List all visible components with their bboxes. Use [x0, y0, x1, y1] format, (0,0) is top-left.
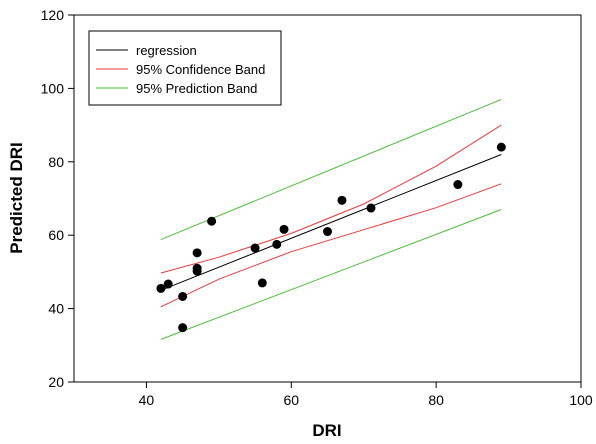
x-tick-label: 100 [569, 392, 593, 408]
x-axis-title: DRI [312, 421, 341, 440]
data-point [178, 291, 188, 301]
plot-frame [73, 14, 582, 383]
y-tick-label: 80 [48, 154, 64, 170]
legend-label: regression [136, 43, 197, 58]
data-point [337, 195, 347, 205]
data-point [496, 142, 506, 152]
legend-label: 95% Prediction Band [136, 81, 257, 96]
x-axis-ticks: 40 60 80 100 [139, 382, 593, 408]
data-point [453, 180, 463, 190]
y-tick-label: 120 [41, 7, 65, 23]
data-point [272, 239, 282, 249]
series-line-regression [160, 154, 502, 291]
legend-box [88, 30, 282, 106]
data-point [250, 243, 260, 253]
data-point [163, 279, 173, 289]
y-tick-label: 100 [41, 80, 65, 96]
data-point [323, 227, 332, 237]
series-layer [160, 98, 502, 340]
points-layer [156, 142, 506, 333]
y-tick-label: 40 [48, 301, 64, 317]
legend: regression 95% Confidence Band 95% Predict… [88, 30, 282, 106]
series-line-95-confidence-band [160, 124, 502, 274]
x-tick-label: 40 [139, 392, 155, 408]
data-point [207, 216, 217, 226]
series-line-95-confidence-band [160, 183, 502, 308]
series-line-95-prediction-band [160, 98, 502, 241]
y-tick-label: 20 [48, 374, 64, 390]
data-point [156, 283, 166, 293]
data-point [178, 323, 188, 333]
data-point [257, 278, 267, 288]
series-line-95-prediction-band [160, 209, 502, 340]
data-point [279, 224, 289, 234]
y-tick-label: 60 [48, 227, 64, 243]
y-axis-title: Predicted DRI [7, 142, 26, 253]
data-point [192, 266, 202, 276]
x-tick-label: 60 [283, 392, 299, 408]
x-tick-label: 80 [428, 392, 444, 408]
data-point [366, 203, 376, 213]
y-axis-ticks: 20 40 60 80 100 120 [41, 7, 74, 390]
legend-label: 95% Confidence Band [136, 62, 265, 77]
data-point [192, 248, 202, 258]
